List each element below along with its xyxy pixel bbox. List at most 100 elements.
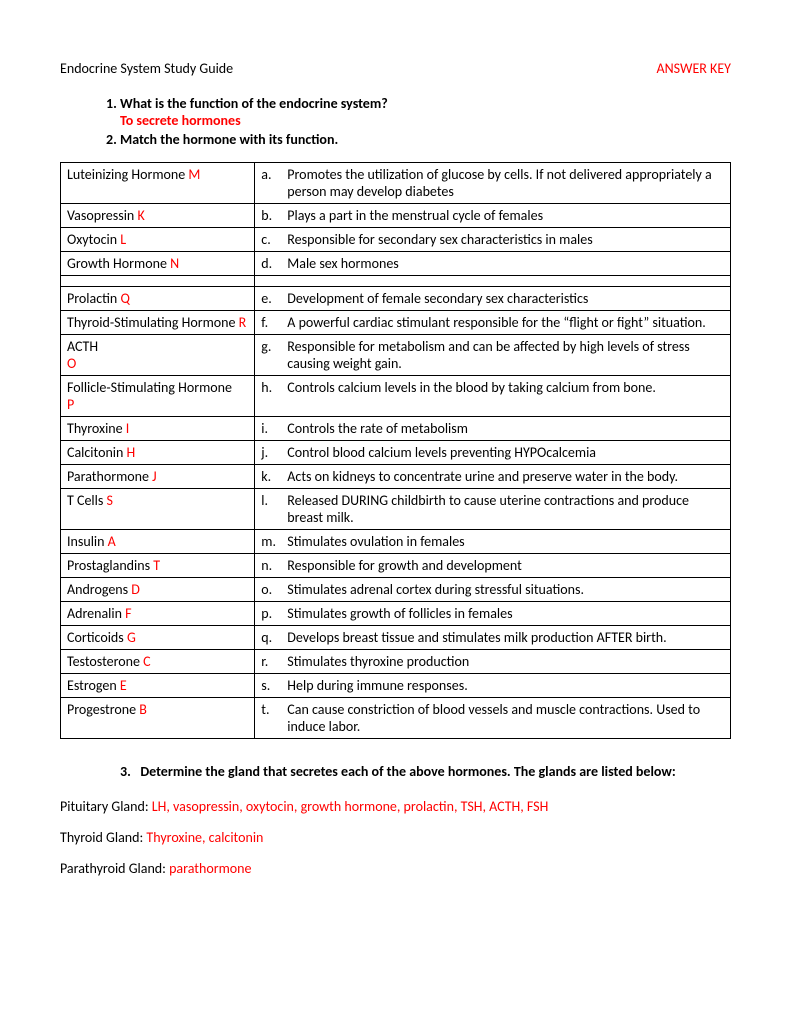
definition-text: Controls the rate of metabolism [287,420,468,437]
definition-cell: a.Promotes the utilization of glucose by… [255,163,731,204]
definition-letter: o. [261,581,287,598]
definition-letter: k. [261,468,287,485]
definition-letter: l. [261,492,287,526]
hormone-name: Testosterone [67,653,143,670]
table-row: Progestrone Bt.Can cause constriction of… [61,698,731,739]
hormone-name: Luteinizing Hormone [67,166,188,183]
hormone-cell: Follicle-Stimulating Hormone P [61,376,255,417]
hormone-cell: Prostaglandins T [61,554,255,578]
hormone-cell: Prolactin Q [61,287,255,311]
definition-cell: n.Responsible for growth and development [255,554,731,578]
hormone-name: Calcitonin [67,444,127,461]
hormone-cell: Adrenalin F [61,602,255,626]
hormone-answer: B [139,701,147,718]
hormone-name: Androgens [67,581,131,598]
hormone-answer: P [67,396,74,413]
hormone-name: ACTH [67,338,98,355]
hormone-answer: D [131,581,140,598]
hormone-answer: R [239,314,247,331]
table-row: Calcitonin Hj.Control blood calcium leve… [61,441,731,465]
definition-text: Can cause constriction of blood vessels … [287,701,724,735]
hormone-cell: Testosterone C [61,650,255,674]
definition-letter: s. [261,677,287,694]
hormone-cell: Thyroxine I [61,417,255,441]
definition-text: Help during immune responses. [287,677,467,694]
definition-text: Responsible for growth and development [287,557,522,574]
q3-num: 3. [120,763,131,780]
hormone-name: Vasopressin [67,207,137,224]
definition-text: Plays a part in the menstrual cycle of f… [287,207,543,224]
definition-cell: q.Develops breast tissue and stimulates … [255,626,731,650]
definition-text: Responsible for secondary sex characteri… [287,231,592,248]
hormone-table: Luteinizing Hormone Ma.Promotes the util… [60,162,731,739]
definition-text: A powerful cardiac stimulant responsible… [287,314,706,331]
definition-text: Stimulates ovulation in females [287,533,464,550]
gland-answer: parathormone [169,860,251,877]
gland-answer: Thyroxine, calcitonin [146,829,263,846]
definition-text: Control blood calcium levels preventing … [287,444,596,461]
definition-text: Stimulates growth of follicles in female… [287,605,512,622]
hormone-answer: J [152,468,156,485]
definition-text: Responsible for metabolism and can be af… [287,338,724,372]
hormone-answer: T [153,557,160,574]
table-row: Follicle-Stimulating Hormone Ph.Controls… [61,376,731,417]
definition-cell: t.Can cause constriction of blood vessel… [255,698,731,739]
table-row: Growth Hormone Nd.Male sex hormones [61,252,731,276]
table-row: Thyroid-Stimulating Hormone Rf.A powerfu… [61,311,731,335]
hormone-cell: Parathormone J [61,465,255,489]
definition-cell: g.Responsible for metabolism and can be … [255,335,731,376]
definition-text: Promotes the utilization of glucose by c… [287,166,724,200]
question-1: What is the function of the endocrine sy… [120,95,731,129]
definition-cell: d.Male sex hormones [255,252,731,276]
definition-cell: p.Stimulates growth of follicles in fema… [255,602,731,626]
definition-letter: e. [261,290,287,307]
definition-letter: r. [261,653,287,670]
hormone-cell: Oxytocin L [61,228,255,252]
hormone-answer: L [120,231,126,248]
header: Endocrine System Study Guide ANSWER KEY [60,60,731,77]
hormone-answer: K [137,207,144,224]
hormone-answer: N [170,255,179,272]
definition-cell: c.Responsible for secondary sex characte… [255,228,731,252]
definition-text: Released DURING childbirth to cause uter… [287,492,724,526]
hormone-cell: Vasopressin K [61,204,255,228]
hormone-answer: A [108,533,116,550]
q2-text: Match the hormone with its function. [120,131,338,148]
definition-letter: c. [261,231,287,248]
definition-text: Develops breast tissue and stimulates mi… [287,629,666,646]
definition-letter: a. [261,166,287,200]
q1-text: What is the function of the endocrine sy… [120,95,388,112]
gland-line: Thyroid Gland: Thyroxine, calcitonin [60,829,731,846]
table-row: Prostaglandins Tn.Responsible for growth… [61,554,731,578]
definition-cell: s.Help during immune responses. [255,674,731,698]
gland-label: Thyroid Gland: [60,829,146,846]
hormone-answer: C [143,653,150,670]
table-row: Insulin Am.Stimulates ovulation in femal… [61,530,731,554]
definition-letter: g. [261,338,287,372]
hormone-cell: Insulin A [61,530,255,554]
definition-letter: q. [261,629,287,646]
definition-cell: l.Released DURING childbirth to cause ut… [255,489,731,530]
gland-label: Pituitary Gland: [60,798,152,815]
definition-cell: b.Plays a part in the menstrual cycle of… [255,204,731,228]
question-2: Match the hormone with its function. [120,131,731,148]
definition-cell: o.Stimulates adrenal cortex during stres… [255,578,731,602]
hormone-cell: Calcitonin H [61,441,255,465]
definition-letter: f. [261,314,287,331]
definition-letter: d. [261,255,287,272]
hormone-name: Estrogen [67,677,120,694]
table-row: ACTHOg.Responsible for metabolism and ca… [61,335,731,376]
definition-letter: p. [261,605,287,622]
hormone-cell: ACTHO [61,335,255,376]
hormone-cell: Androgens D [61,578,255,602]
gland-answers: Pituitary Gland: LH, vasopressin, oxytoc… [60,798,731,877]
q3-text: Determine the gland that secretes each o… [140,763,675,780]
hormone-answer: I [126,420,130,437]
hormone-name: Thyroxine [67,420,126,437]
question-3: 3. Determine the gland that secretes eac… [80,763,731,780]
definition-text: Stimulates adrenal cortex during stressf… [287,581,584,598]
gland-line: Pituitary Gland: LH, vasopressin, oxytoc… [60,798,731,815]
definition-letter: b. [261,207,287,224]
q1-answer: To secrete hormones [120,112,731,129]
hormone-answer: S [106,492,112,509]
